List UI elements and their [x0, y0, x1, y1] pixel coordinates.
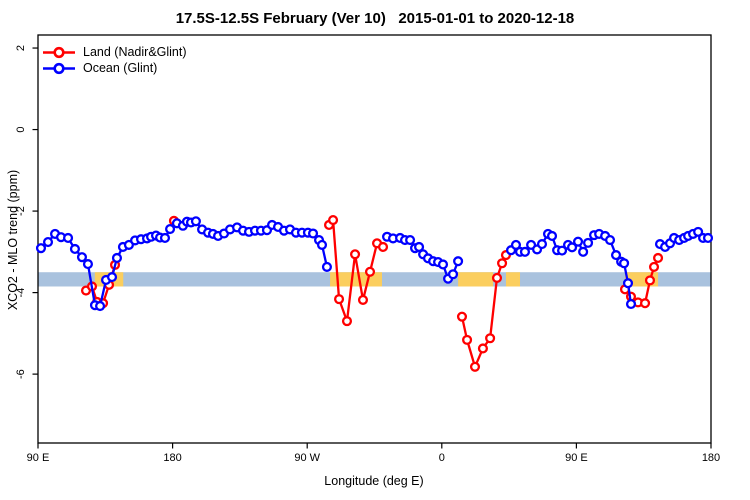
legend-label-ocean: Ocean (Glint)	[83, 61, 158, 75]
svg-text:-6: -6	[15, 369, 27, 379]
svg-text:-4: -4	[15, 288, 27, 298]
chart-title: 17.5S-12.5S February (Ver 10) 2015-01-01…	[175, 10, 575, 27]
x-axis-label: Longitude (deg E)	[324, 474, 424, 488]
svg-text:180: 180	[163, 452, 181, 464]
svg-text:0: 0	[15, 126, 27, 132]
ocean-line-marker-icon	[43, 62, 75, 74]
legend-item-ocean: Ocean (Glint)	[42, 60, 187, 76]
svg-text:-2: -2	[15, 206, 27, 216]
svg-text:90 W: 90 W	[294, 452, 320, 464]
svg-text:90 E: 90 E	[27, 452, 50, 464]
svg-text:0: 0	[439, 452, 445, 464]
svg-text:2: 2	[15, 45, 27, 51]
land-line-marker-icon	[43, 46, 75, 58]
legend-item-land: Land (Nadir&Glint)	[42, 44, 187, 60]
legend-label-land: Land (Nadir&Glint)	[83, 45, 187, 59]
legend: Land (Nadir&Glint) Ocean (Glint)	[42, 44, 187, 76]
svg-text:180: 180	[702, 452, 720, 464]
svg-text:90 E: 90 E	[565, 452, 588, 464]
y-axis-label: XCO2 - MLO trend (ppm)	[6, 169, 20, 311]
